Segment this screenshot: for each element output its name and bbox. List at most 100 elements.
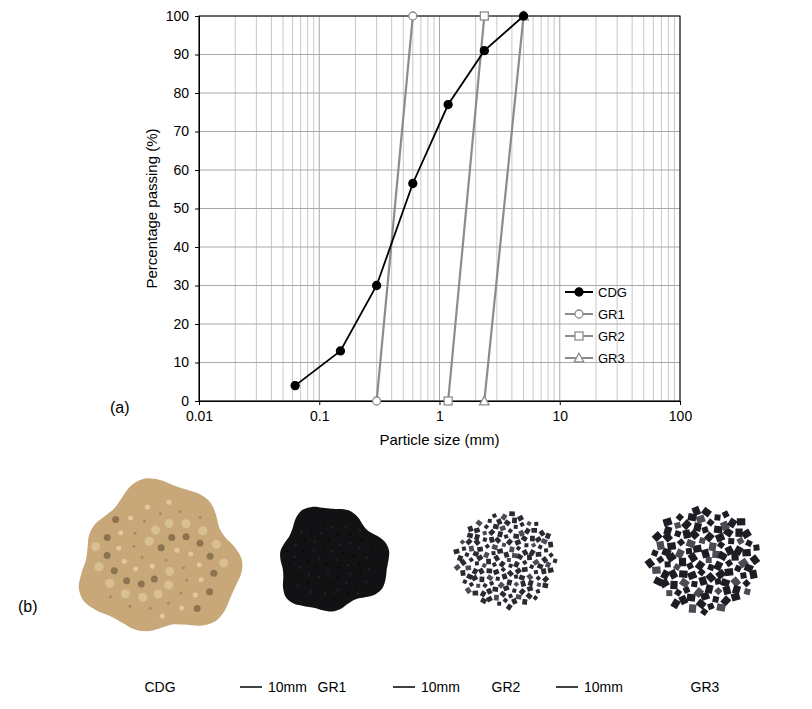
sample-grain [492, 513, 497, 518]
sample-grain [475, 561, 479, 565]
sample-grain [517, 515, 524, 522]
sample-grain [644, 558, 655, 569]
legend: CDGGR1GR2GR3 [565, 285, 627, 366]
sample-grain [682, 529, 691, 539]
sample-grain [686, 594, 695, 602]
sample-grain [472, 568, 479, 575]
sample-grain [466, 573, 473, 580]
x-axis-title: Particle size (mm) [379, 431, 499, 448]
sample-speck [164, 580, 173, 589]
sample-speck [349, 534, 351, 536]
sample-grain [514, 581, 520, 587]
sample-grain [537, 563, 544, 570]
sample-speck [302, 551, 304, 553]
series-line [295, 16, 523, 386]
sample-grain [508, 563, 513, 568]
scale-bar [240, 686, 262, 688]
legend-item: GR3 [565, 351, 625, 366]
sample-grain [506, 579, 512, 586]
sample-grain [495, 576, 500, 581]
sample-speck [159, 512, 162, 515]
sample-speck [324, 592, 326, 594]
sample-grain [486, 596, 493, 603]
sample-grain [513, 561, 520, 568]
sample-grain [526, 521, 531, 526]
sample-grain [545, 532, 552, 539]
sample-grain [480, 590, 487, 597]
x-tick-label: 0.1 [310, 408, 330, 424]
sample-grain [542, 583, 549, 589]
sample-grain [531, 528, 537, 533]
series-marker [373, 397, 381, 405]
sample-speck [345, 526, 347, 528]
sample-grain [484, 524, 490, 530]
sample-speck [112, 516, 119, 523]
sample-grain [534, 522, 538, 526]
sample-grain [453, 548, 460, 554]
sample-grain [465, 538, 472, 545]
sample-speck [199, 577, 204, 582]
sample-grain [686, 539, 696, 549]
sample-speck [174, 548, 179, 553]
sample-speck [141, 556, 144, 559]
sample-grain [749, 554, 760, 565]
sample-grain [525, 592, 532, 599]
sample-grain [714, 514, 721, 521]
sample-grain [529, 549, 536, 556]
series [373, 12, 417, 405]
sample-grain [701, 507, 712, 518]
sample-grain [707, 602, 715, 610]
series-marker [291, 382, 299, 390]
sample-speck [91, 542, 100, 551]
x-tick: 1 [436, 401, 444, 424]
y-tick-mark [195, 170, 199, 171]
series-marker [336, 347, 344, 355]
sample-speck [138, 580, 145, 587]
y-tick-mark [195, 286, 199, 287]
y-tick: 20 [173, 316, 199, 332]
y-tick: 0 [181, 393, 199, 409]
sample-grain [474, 527, 481, 533]
y-tick: 70 [173, 123, 199, 139]
sample-grain [727, 518, 738, 529]
sample-speck [358, 562, 360, 564]
sample-speck [199, 516, 202, 519]
sample-grain [536, 552, 542, 557]
sample-speck [197, 562, 202, 567]
sample-speck [361, 539, 363, 541]
sample-grain [512, 517, 517, 523]
sample-grain [686, 562, 694, 570]
panel-label: (a) [110, 399, 130, 416]
sample-grain [499, 591, 506, 598]
sample-grain [524, 528, 531, 535]
legend-label: GR3 [598, 351, 625, 366]
sample-grain [530, 536, 535, 542]
sample-speck [212, 540, 221, 549]
sample-grain [469, 582, 475, 588]
sample-grain [494, 595, 499, 601]
series-marker [480, 396, 490, 405]
sample-speck [165, 559, 168, 562]
y-tick: 100 [166, 8, 199, 24]
sample-speck [327, 572, 329, 574]
x-tick-label: 1 [436, 408, 444, 424]
y-grid [199, 170, 680, 171]
sample-grain [717, 551, 728, 561]
y-tick-mark [195, 401, 199, 402]
sample-speck [306, 560, 308, 562]
series-line [484, 16, 523, 401]
sample-grain [500, 513, 507, 520]
sample-grain [529, 564, 534, 569]
sample-grain [538, 544, 543, 549]
sample-grain [519, 588, 526, 595]
sample-grain [515, 567, 522, 574]
sample-speck [149, 607, 152, 610]
sample-grain [674, 522, 681, 529]
sample-grain [663, 526, 672, 536]
sample-speck [343, 552, 345, 554]
sample-grain [706, 557, 712, 563]
sample-grain [652, 531, 663, 542]
legend-marker [575, 310, 583, 318]
sample-grain [753, 544, 760, 551]
sample-grain [744, 588, 751, 595]
